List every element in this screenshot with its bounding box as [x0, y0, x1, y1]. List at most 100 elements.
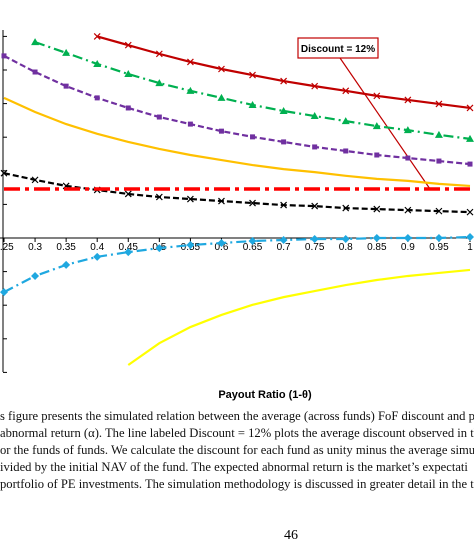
x-tick-label: 0.45	[119, 242, 139, 253]
annotation: Discount = 12%	[301, 44, 375, 55]
x-tick-label: 0.95	[429, 242, 449, 253]
marker	[372, 122, 381, 130]
marker	[372, 234, 381, 242]
x-tick-label: 1	[467, 242, 473, 253]
marker	[63, 83, 69, 89]
series-line	[3, 172, 471, 214]
marker	[403, 234, 412, 242]
marker	[186, 58, 194, 66]
marker	[341, 117, 350, 125]
marker	[435, 100, 443, 108]
marker	[466, 208, 474, 216]
marker	[1, 53, 7, 59]
caption-line: ivided by the initial NAV of the fund. T…	[0, 460, 468, 474]
marker	[403, 126, 412, 134]
x-tick-label: 0.3	[28, 242, 42, 253]
marker	[280, 77, 288, 85]
caption-line: s figure presents the simulated relation…	[0, 409, 474, 423]
marker	[310, 112, 319, 120]
marker	[466, 134, 474, 142]
caption-line: or the funds of funds. We calculate the …	[0, 443, 474, 457]
marker	[156, 114, 162, 120]
marker	[374, 152, 380, 158]
marker	[94, 95, 100, 101]
marker	[186, 195, 194, 203]
chart: Discount = 12% Payout Ratio (1-θ) 0.25 0.…	[0, 30, 474, 401]
marker	[435, 207, 443, 215]
x-tick-label: 0.25	[0, 242, 14, 253]
x-tick-label: 0.65	[243, 242, 263, 253]
marker	[93, 252, 102, 261]
marker	[248, 100, 257, 108]
marker	[434, 234, 443, 242]
caption-line: portfolio of PE investments. The simulat…	[0, 477, 474, 491]
marker	[466, 104, 474, 112]
marker	[311, 82, 319, 90]
marker	[279, 236, 288, 245]
marker	[62, 260, 71, 269]
marker	[343, 148, 349, 154]
annotation-box	[297, 37, 379, 59]
marker	[373, 205, 381, 213]
marker	[341, 235, 350, 244]
marker	[186, 241, 195, 250]
marker	[186, 86, 195, 94]
marker	[124, 248, 133, 257]
x-tick-label: 0.9	[401, 242, 415, 253]
marker	[0, 288, 8, 297]
marker	[32, 69, 38, 75]
annotation-arrow	[339, 57, 431, 190]
marker	[373, 92, 381, 100]
x-axis-label: Payout Ratio (1-θ)	[218, 389, 312, 401]
x-tick-label: 0.75	[305, 242, 325, 253]
marker	[248, 237, 257, 246]
marker	[281, 139, 287, 145]
x-tick-label: 0.7	[277, 242, 291, 253]
marker	[124, 70, 133, 78]
marker	[249, 199, 256, 207]
x-tick-label: 0.35	[56, 242, 76, 253]
marker	[342, 87, 350, 95]
marker	[280, 201, 288, 209]
marker	[342, 204, 350, 212]
marker	[155, 193, 163, 201]
marker	[436, 158, 442, 164]
marker	[187, 121, 193, 127]
marker	[31, 271, 40, 280]
marker	[311, 202, 319, 210]
marker	[62, 48, 71, 56]
marker	[155, 79, 164, 87]
marker	[467, 161, 473, 167]
marker	[250, 134, 256, 140]
x-tick-label: 0.8	[339, 242, 353, 253]
marker	[466, 232, 474, 241]
marker	[218, 128, 224, 134]
marker	[155, 244, 164, 253]
marker	[434, 130, 443, 138]
marker	[404, 206, 412, 214]
marker	[249, 71, 256, 79]
marker	[31, 38, 40, 46]
caption-line: abnormal return (α). The line labeled Di…	[0, 426, 474, 440]
marker	[218, 65, 225, 73]
page-number: 46	[284, 528, 298, 543]
marker	[217, 93, 226, 101]
marker	[124, 190, 132, 198]
marker	[93, 59, 102, 67]
marker	[310, 235, 319, 244]
marker	[93, 32, 101, 40]
x-tick-label: 0.6	[215, 242, 229, 253]
marker	[404, 96, 412, 104]
marker	[405, 155, 411, 161]
marker	[31, 176, 39, 184]
series-line	[3, 235, 471, 294]
marker	[312, 144, 318, 150]
series-line	[96, 35, 471, 110]
series-line	[3, 96, 471, 188]
marker	[124, 41, 132, 49]
series-line	[34, 41, 471, 140]
marker	[218, 197, 225, 205]
marker	[279, 106, 288, 114]
series-line	[127, 268, 471, 366]
